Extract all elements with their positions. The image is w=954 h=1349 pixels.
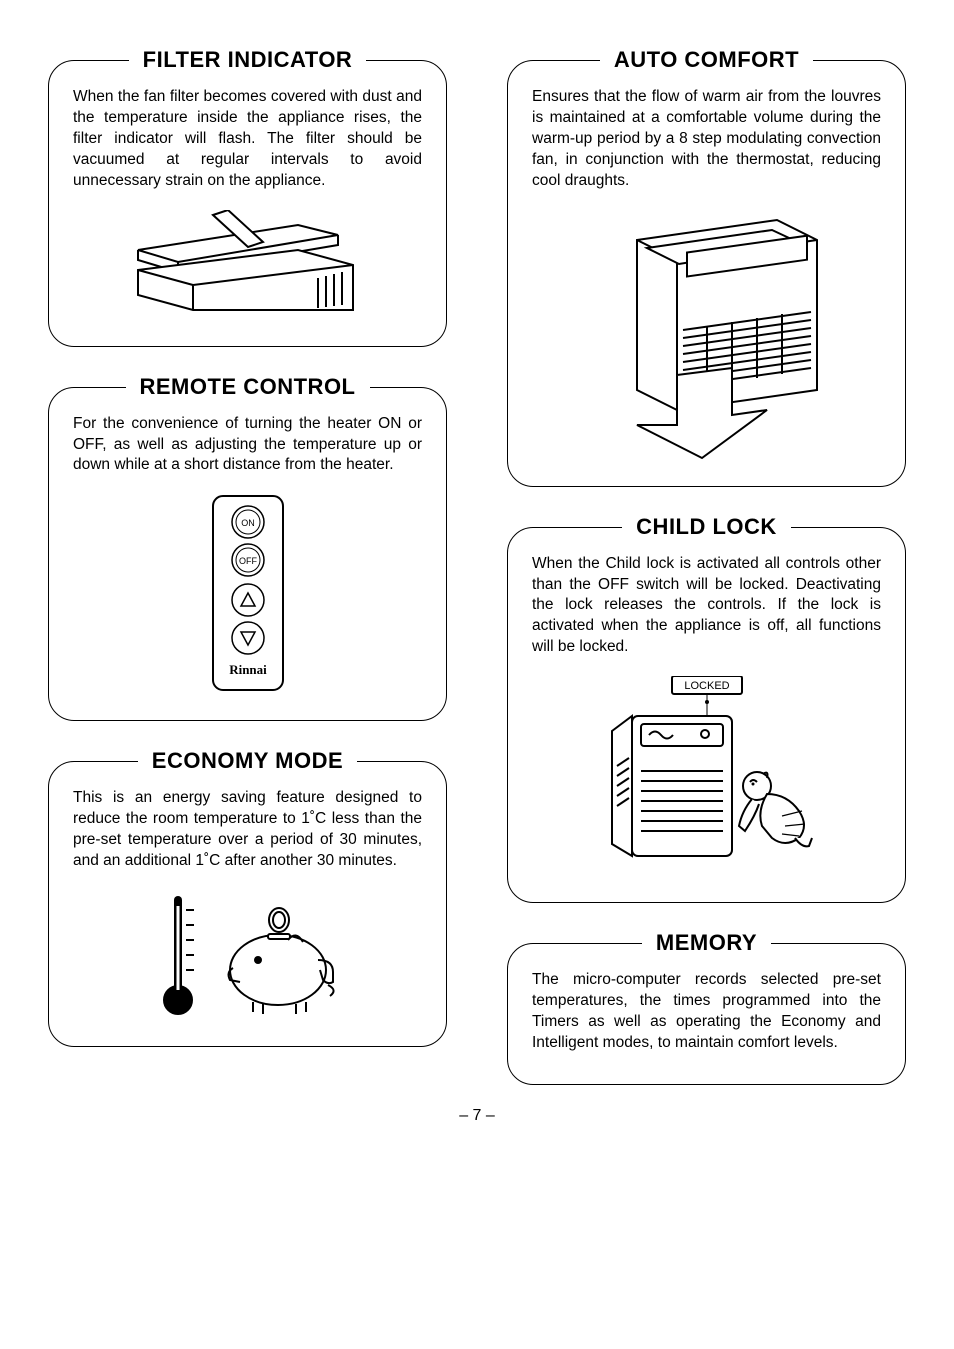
child-lock-label: LOCKED <box>684 680 729 692</box>
memory-card: MEMORY The micro-computer records select… <box>507 943 906 1085</box>
filter-indicator-illustration <box>73 210 422 320</box>
remote-on-label: ON <box>241 518 255 528</box>
remote-control-card: REMOTE CONTROL For the convenience of tu… <box>48 387 447 722</box>
child-lock-title: CHILD LOCK <box>622 514 791 540</box>
remote-control-body: For the convenience of turning the heate… <box>73 414 422 477</box>
economy-mode-title: ECONOMY MODE <box>138 748 357 774</box>
right-column: AUTO COMFORT Ensures that the flow of wa… <box>507 60 906 1085</box>
remote-control-title: REMOTE CONTROL <box>126 374 370 400</box>
auto-comfort-card: AUTO COMFORT Ensures that the flow of wa… <box>507 60 906 487</box>
child-lock-card: CHILD LOCK When the Child lock is activa… <box>507 527 906 904</box>
memory-title: MEMORY <box>642 930 771 956</box>
left-column: FILTER INDICATOR When the fan filter bec… <box>48 60 447 1047</box>
remote-control-illustration: ON OFF Rinnai <box>73 494 422 694</box>
child-lock-body: When the Child lock is activated all con… <box>532 554 881 659</box>
remote-off-label: OFF <box>239 556 257 566</box>
page-number: – 7 – <box>48 1107 906 1125</box>
filter-indicator-title: FILTER INDICATOR <box>129 47 367 73</box>
memory-body: The micro-computer records selected pre-… <box>532 970 881 1054</box>
child-lock-illustration: LOCKED <box>532 676 881 876</box>
auto-comfort-illustration <box>532 210 881 460</box>
auto-comfort-title: AUTO COMFORT <box>600 47 813 73</box>
remote-brand: Rinnai <box>229 662 267 677</box>
filter-indicator-body: When the fan filter becomes covered with… <box>73 87 422 192</box>
economy-mode-illustration <box>73 890 422 1020</box>
page-columns: FILTER INDICATOR When the fan filter bec… <box>48 60 906 1085</box>
economy-mode-body: This is an energy saving feature designe… <box>73 788 422 872</box>
filter-indicator-card: FILTER INDICATOR When the fan filter bec… <box>48 60 447 347</box>
auto-comfort-body: Ensures that the flow of warm air from t… <box>532 87 881 192</box>
economy-mode-card: ECONOMY MODE This is an energy saving fe… <box>48 761 447 1047</box>
